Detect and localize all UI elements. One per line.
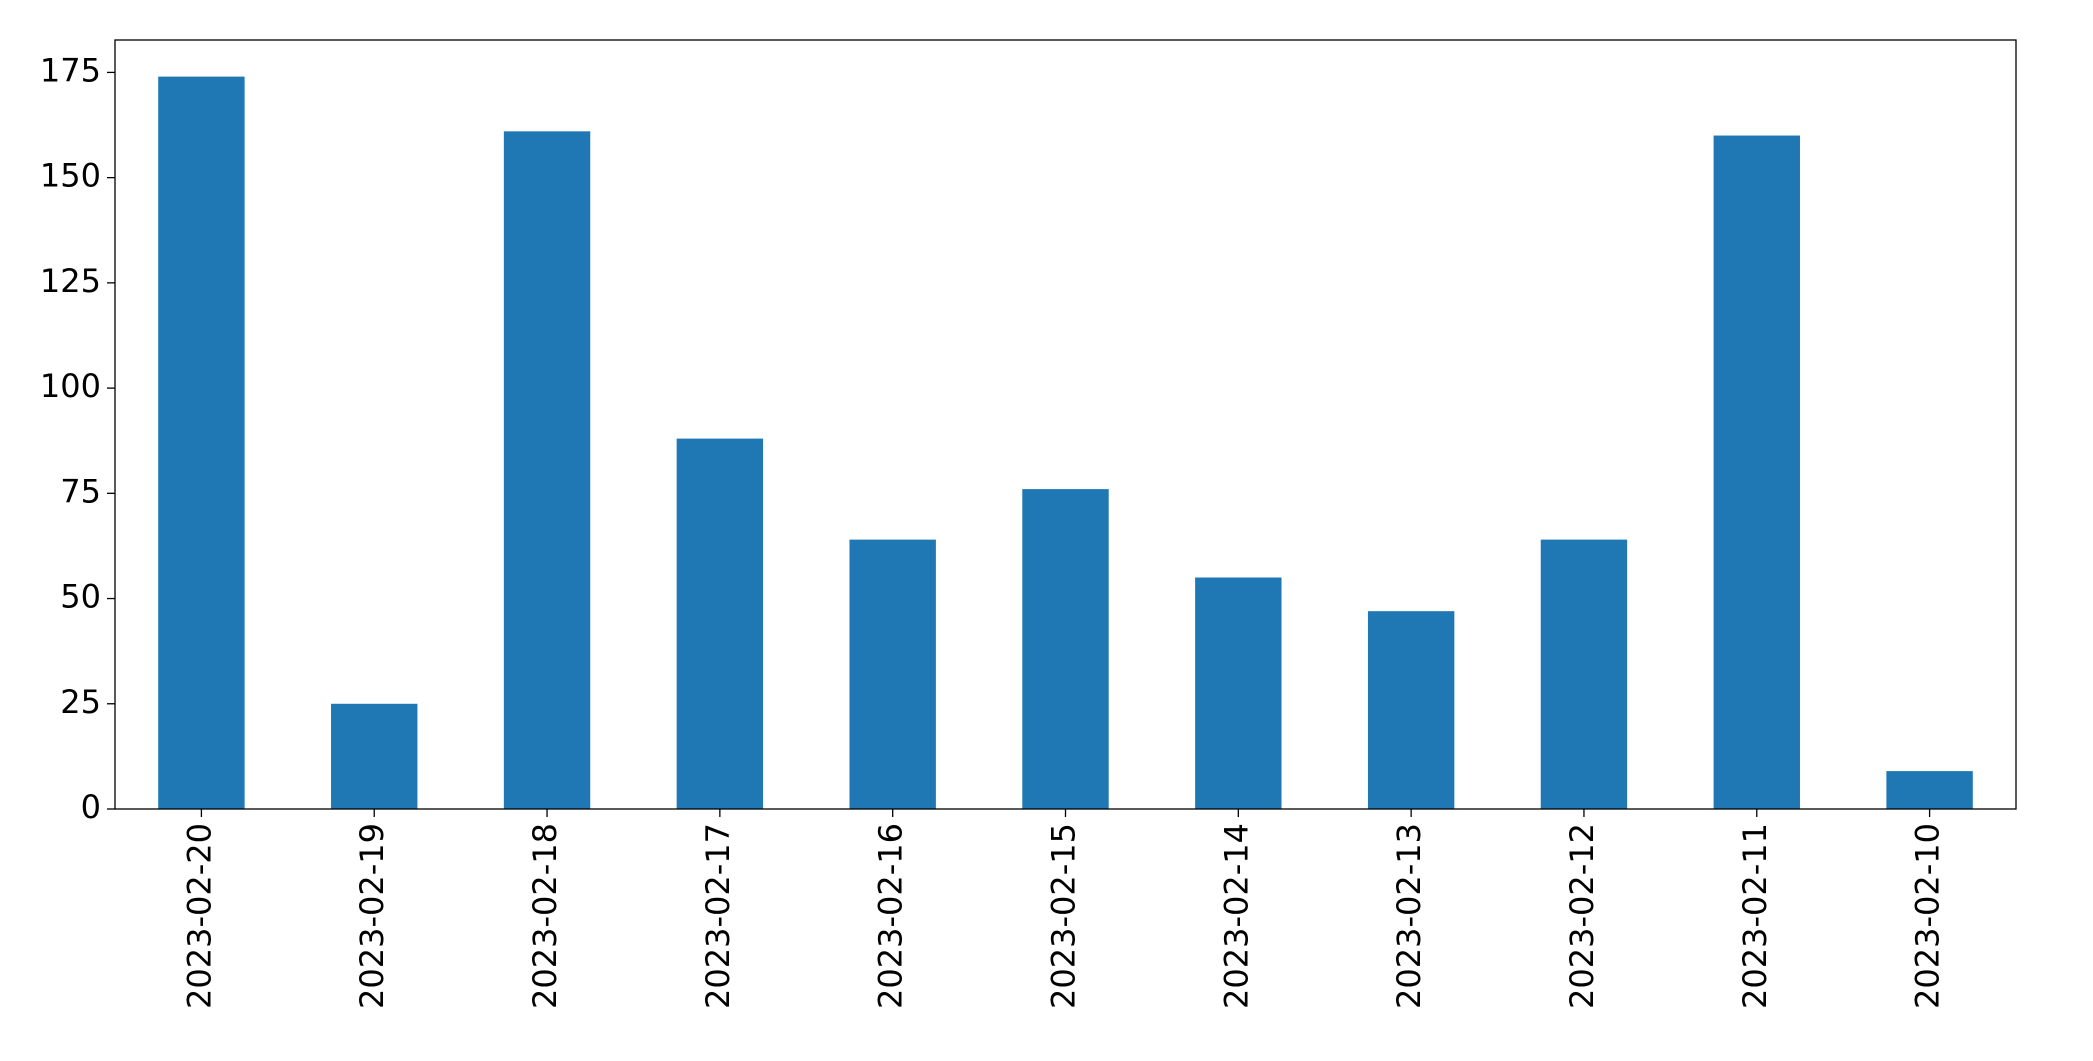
bar <box>1022 489 1109 809</box>
y-tick-label: 150 <box>40 157 101 195</box>
x-tick-label: 2023-02-20 <box>180 823 218 1009</box>
x-tick-label: 2023-02-12 <box>1563 823 1601 1009</box>
y-tick-label: 100 <box>40 367 101 405</box>
y-tick-label: 25 <box>60 683 101 721</box>
y-tick-label: 0 <box>81 788 101 826</box>
bar <box>1367 611 1455 809</box>
y-tick-label: 175 <box>40 51 101 89</box>
bar <box>676 438 764 809</box>
bar <box>849 539 936 809</box>
y-tick-label: 75 <box>60 472 101 510</box>
plot-frame <box>114 39 2017 810</box>
x-tick-label: 2023-02-11 <box>1736 823 1774 1009</box>
bar <box>1540 539 1628 809</box>
bar <box>158 76 245 810</box>
bar <box>1713 135 1800 809</box>
x-tick-label: 2023-02-15 <box>1045 823 1083 1009</box>
x-tick-label: 2023-02-18 <box>526 823 564 1009</box>
x-tick-label: 2023-02-17 <box>699 823 737 1009</box>
x-tick-label: 2023-02-10 <box>1909 823 1947 1009</box>
bar <box>503 131 591 809</box>
bar <box>1886 771 1973 809</box>
y-tick-label: 50 <box>60 578 101 616</box>
x-tick-label: 2023-02-13 <box>1390 823 1428 1009</box>
x-tick-label: 2023-02-19 <box>353 823 391 1009</box>
bar <box>1195 577 1282 809</box>
x-tick-label: 2023-02-14 <box>1217 823 1255 1009</box>
y-tick-label: 125 <box>40 262 101 300</box>
bar <box>331 703 418 809</box>
x-tick-label: 2023-02-16 <box>872 823 910 1009</box>
